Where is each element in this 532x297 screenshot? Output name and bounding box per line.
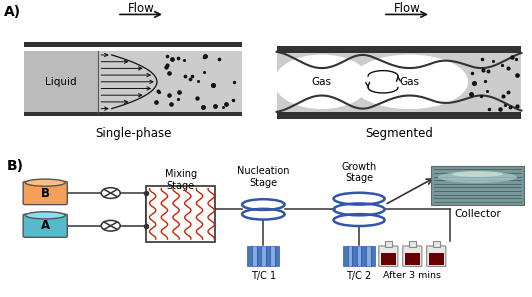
FancyBboxPatch shape bbox=[427, 246, 446, 266]
FancyBboxPatch shape bbox=[403, 246, 422, 266]
Text: Gas: Gas bbox=[312, 77, 332, 87]
Bar bbox=[352, 247, 357, 266]
Bar bbox=[381, 253, 396, 265]
Bar bbox=[348, 247, 352, 266]
Bar bbox=[277, 112, 521, 119]
Text: Collector: Collector bbox=[454, 209, 501, 219]
Bar bbox=[275, 247, 279, 266]
Ellipse shape bbox=[25, 179, 65, 186]
Circle shape bbox=[101, 188, 120, 198]
Text: Single-phase: Single-phase bbox=[95, 127, 171, 140]
Bar bbox=[247, 247, 252, 266]
Text: Flow: Flow bbox=[394, 2, 420, 15]
Bar bbox=[256, 247, 261, 266]
Bar bbox=[433, 241, 440, 247]
Text: T/C 1: T/C 1 bbox=[251, 271, 276, 281]
Bar bbox=[24, 42, 242, 48]
Ellipse shape bbox=[25, 212, 65, 219]
Bar bbox=[277, 112, 521, 119]
Bar bbox=[357, 247, 361, 266]
Bar bbox=[405, 253, 420, 265]
Text: T/C 2: T/C 2 bbox=[346, 271, 372, 281]
Bar bbox=[277, 45, 521, 53]
Bar bbox=[146, 186, 215, 242]
Text: Gas: Gas bbox=[400, 77, 420, 87]
Text: After 3 mins: After 3 mins bbox=[383, 271, 442, 280]
Bar bbox=[24, 51, 242, 112]
Text: Flow: Flow bbox=[128, 2, 154, 15]
Circle shape bbox=[101, 220, 120, 231]
Bar bbox=[252, 247, 256, 266]
Text: Segmented: Segmented bbox=[365, 127, 433, 140]
Ellipse shape bbox=[274, 55, 370, 109]
Ellipse shape bbox=[452, 171, 503, 177]
Bar bbox=[277, 51, 521, 112]
Ellipse shape bbox=[351, 55, 468, 109]
Text: A): A) bbox=[4, 5, 21, 19]
Ellipse shape bbox=[438, 171, 517, 183]
Bar bbox=[431, 166, 524, 205]
FancyBboxPatch shape bbox=[379, 246, 398, 266]
Bar bbox=[265, 247, 270, 266]
Bar bbox=[270, 247, 275, 266]
Text: Growth
Stage: Growth Stage bbox=[342, 162, 377, 183]
Bar bbox=[361, 247, 366, 266]
FancyBboxPatch shape bbox=[23, 214, 67, 237]
Bar bbox=[24, 112, 242, 116]
Bar bbox=[385, 241, 392, 247]
Text: B: B bbox=[41, 187, 49, 200]
Bar bbox=[24, 51, 98, 112]
Text: Nucleation
Stage: Nucleation Stage bbox=[237, 166, 289, 188]
Text: A: A bbox=[40, 219, 50, 232]
FancyBboxPatch shape bbox=[23, 181, 67, 205]
Bar bbox=[277, 45, 521, 53]
Bar bbox=[409, 241, 416, 247]
Bar bbox=[429, 253, 444, 265]
Text: Liquid: Liquid bbox=[45, 77, 77, 87]
Bar bbox=[261, 247, 265, 266]
Text: Mixing
Stage: Mixing Stage bbox=[165, 169, 197, 191]
Bar bbox=[343, 247, 348, 266]
Text: B): B) bbox=[6, 159, 23, 173]
Bar bbox=[370, 247, 375, 266]
Bar bbox=[366, 247, 370, 266]
